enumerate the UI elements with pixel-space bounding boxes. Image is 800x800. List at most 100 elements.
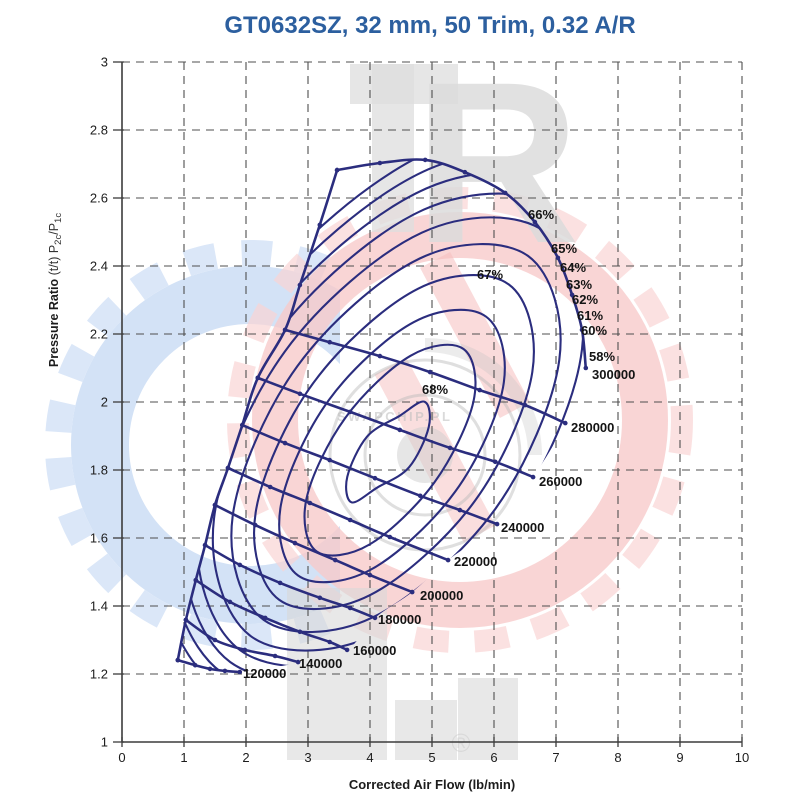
speed-line-marker — [522, 402, 528, 408]
x-tick-label: 1 — [180, 750, 187, 765]
speed-line-marker — [377, 353, 383, 359]
speed-line-marker — [347, 605, 353, 611]
speed-line-marker — [327, 457, 333, 463]
speed-line-marker — [367, 572, 373, 578]
speed-line-marker — [372, 475, 378, 481]
y-tick-label: 1.8 — [90, 463, 108, 478]
speed-line-marker — [347, 517, 353, 523]
surge-line-marker — [334, 167, 340, 173]
speed-line-marker — [427, 369, 433, 375]
speed-line-marker — [307, 500, 313, 506]
speed-line-marker — [297, 391, 303, 397]
speed-label-300000: 300000 — [592, 367, 635, 382]
surge-line — [176, 168, 339, 662]
speed-line-marker — [569, 292, 575, 298]
speed-line-220000 — [226, 466, 450, 562]
watermark-blue-gear-ring — [71, 266, 340, 624]
efficiency-label-60%: 60% — [581, 323, 607, 338]
x-axis-title: Corrected Air Flow (lb/min) — [349, 777, 515, 792]
y-axis-title: Pressure Ratio (t/t) P2c/P1c — [47, 213, 64, 367]
watermark-turbo-volute — [424, 338, 542, 456]
y-tick-label: 1.4 — [90, 599, 108, 614]
chart-title: GT0632SZ, 32 mm, 50 Trim, 0.32 A/R — [224, 12, 635, 39]
speed-line-marker — [262, 615, 268, 621]
speed-line-marker — [282, 440, 288, 446]
surge-line-marker — [255, 375, 261, 381]
y-tick-label: 2.8 — [90, 123, 108, 138]
y-tick-label: 2.6 — [90, 191, 108, 206]
speed-line-marker — [372, 615, 378, 621]
y-tick-label: 3 — [101, 55, 108, 70]
watermark-turbo-drawing — [363, 393, 487, 517]
y-tick-label: 1.6 — [90, 531, 108, 546]
x-tick-label: 8 — [614, 750, 621, 765]
speed-line-marker — [227, 599, 233, 605]
speed-line-200000 — [213, 503, 414, 594]
speed-label-120000: 120000 — [243, 666, 286, 681]
surge-line-marker — [240, 422, 245, 428]
speed-line-marker — [530, 474, 536, 480]
surge-line-marker — [175, 657, 181, 663]
speed-line-marker — [237, 669, 243, 675]
watermark-letter-stem — [372, 64, 414, 232]
speed-line-marker — [292, 540, 298, 546]
watermark-blue-gear-teeth — [45, 240, 340, 650]
speed-label-220000: 220000 — [454, 554, 497, 569]
efficiency-contour-65% — [230, 243, 562, 634]
efficiency-label-65%: 65% — [551, 241, 577, 256]
efficiency-label-67%: 67% — [477, 267, 503, 282]
watermark-registered-icon: ® — [451, 728, 470, 758]
efficiency-label-64%: 64% — [560, 260, 586, 275]
surge-line-marker — [317, 222, 323, 228]
speed-line-marker — [212, 637, 218, 643]
speed-line-marker — [207, 666, 213, 672]
y-tick-label: 2.4 — [90, 259, 108, 274]
efficiency-label-62%: 62% — [572, 292, 598, 307]
speed-line-marker — [333, 557, 338, 563]
speed-line-marker — [272, 653, 278, 659]
speed-line-marker — [583, 365, 589, 371]
watermark-turbo-hub — [397, 427, 453, 483]
y-tick-label: 2.2 — [90, 327, 108, 342]
y-axis-title-bold: Pressure Ratio — [47, 278, 61, 367]
speed-line-marker — [242, 647, 248, 653]
efficiency-contours — [177, 159, 587, 673]
speed-label-140000: 140000 — [299, 656, 342, 671]
efficiency-contour-67% — [278, 308, 506, 584]
speed-line-marker — [222, 668, 228, 674]
y-tick-label: 1 — [101, 735, 108, 750]
speed-line-300000 — [335, 158, 588, 370]
speed-line-marker — [502, 190, 508, 196]
speed-label-180000: 180000 — [378, 612, 421, 627]
watermark-block — [395, 700, 457, 760]
speed-line-marker — [477, 387, 483, 393]
speed-line-marker — [457, 507, 463, 513]
speed-line-marker — [579, 327, 585, 333]
surge-line-marker — [225, 465, 231, 471]
speed-line-marker — [377, 160, 383, 166]
efficiency-contour-60% — [177, 159, 587, 673]
speed-line-marker — [563, 420, 568, 426]
x-tick-label: 10 — [735, 750, 749, 765]
speed-line-marker — [297, 629, 303, 635]
speed-line-marker — [555, 255, 561, 261]
speed-line-marker — [267, 484, 273, 490]
efficiency-label-68%: 68% — [422, 382, 448, 397]
watermark-red-gear-ring — [252, 212, 668, 628]
x-tick-label: 3 — [304, 750, 311, 765]
efficiency-label-66%: 66% — [528, 207, 554, 222]
watermark-red-stripe — [420, 251, 530, 419]
surge-line-marker — [297, 282, 303, 288]
speed-label-260000: 260000 — [539, 474, 582, 489]
speed-line-marker — [397, 427, 403, 433]
speed-line-marker — [532, 219, 538, 225]
speed-line-marker — [344, 647, 350, 653]
speed-line-marker — [295, 659, 301, 665]
x-tick-label: 9 — [676, 750, 683, 765]
surge-line-marker — [183, 617, 189, 623]
x-tick-label: 5 — [428, 750, 435, 765]
speed-line-marker — [387, 534, 393, 540]
surge-line-marker — [202, 542, 208, 548]
x-tick-label: 4 — [366, 750, 373, 765]
